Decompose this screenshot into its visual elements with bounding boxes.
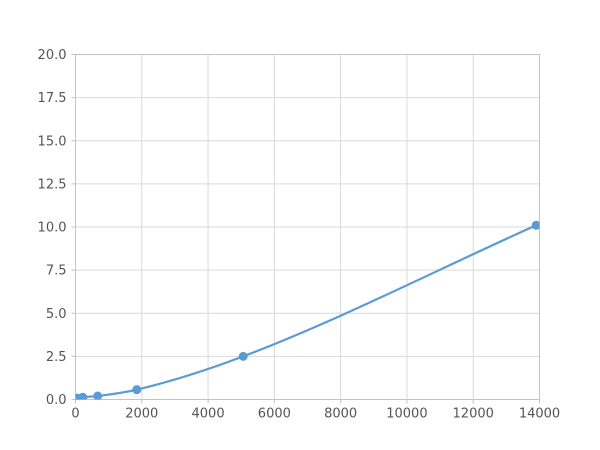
x-tick-label: 0	[71, 406, 79, 421]
y-tick-label: 0.0	[46, 393, 67, 408]
x-tick-label: 12000	[453, 406, 494, 421]
data-point-marker	[238, 351, 248, 361]
y-tick-label: 2.5	[46, 350, 67, 365]
data-point-marker	[78, 392, 88, 400]
x-tick-label: 10000	[386, 406, 427, 421]
x-tick-label: 4000	[192, 406, 225, 421]
data-series-line	[76, 224, 538, 400]
y-tick-label: 17.5	[38, 91, 67, 106]
x-tick-label: 6000	[258, 406, 291, 421]
x-tick-label: 2000	[125, 406, 158, 421]
data-point-marker	[93, 391, 103, 400]
data-point-marker	[531, 220, 540, 230]
x-tick-label: 14000	[519, 406, 560, 421]
x-tick-label: 8000	[324, 406, 357, 421]
y-tick-label: 20.0	[38, 48, 67, 63]
y-tick-label: 5.0	[46, 307, 67, 322]
y-tick-label: 7.5	[46, 264, 67, 279]
y-tick-label: 15.0	[38, 134, 67, 149]
y-tick-label: 12.5	[38, 177, 67, 192]
data-point-marker	[132, 385, 142, 395]
y-tick-label: 10.0	[38, 221, 67, 236]
